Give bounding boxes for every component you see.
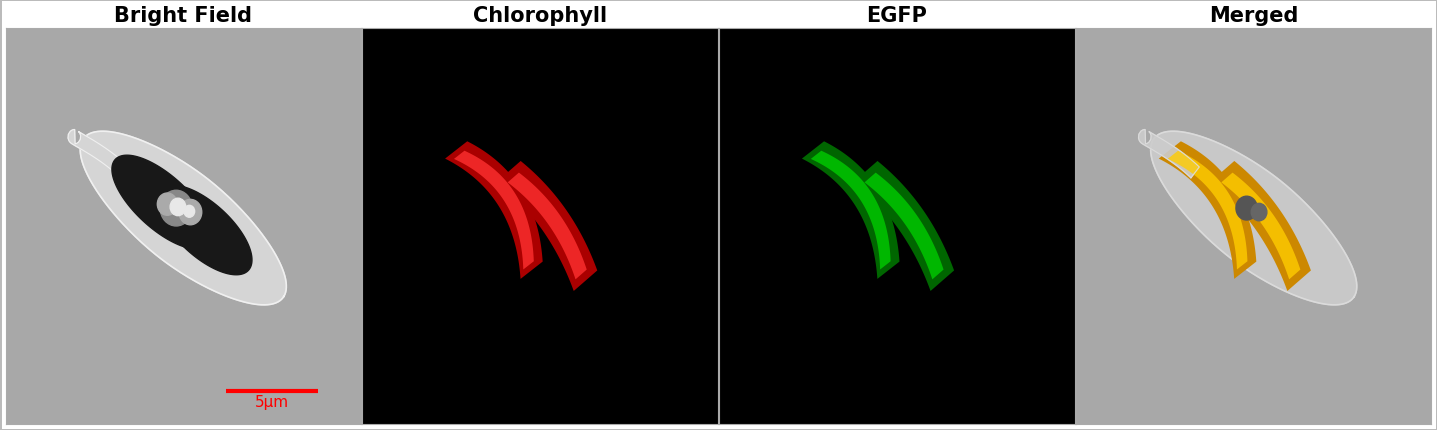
Polygon shape [112, 156, 213, 249]
Circle shape [1236, 197, 1257, 221]
Polygon shape [445, 142, 543, 279]
Polygon shape [1168, 151, 1247, 270]
Polygon shape [865, 173, 944, 280]
Polygon shape [68, 130, 129, 178]
Polygon shape [507, 173, 586, 280]
Polygon shape [1211, 162, 1311, 291]
Polygon shape [1221, 173, 1300, 280]
Polygon shape [802, 142, 900, 279]
Circle shape [184, 206, 194, 218]
Polygon shape [157, 186, 251, 275]
Circle shape [160, 191, 193, 227]
Circle shape [1252, 204, 1267, 221]
Polygon shape [810, 151, 891, 270]
Circle shape [157, 194, 177, 216]
Title: EGFP: EGFP [867, 6, 927, 25]
Polygon shape [1151, 132, 1357, 305]
Polygon shape [854, 162, 954, 291]
Polygon shape [1138, 130, 1200, 178]
Circle shape [170, 199, 185, 216]
Text: 5μm: 5μm [254, 394, 289, 409]
Title: Merged: Merged [1209, 6, 1299, 25]
Polygon shape [80, 132, 286, 305]
Polygon shape [454, 151, 533, 270]
Polygon shape [1158, 142, 1256, 279]
Title: Chlorophyll: Chlorophyll [473, 6, 608, 25]
Polygon shape [497, 162, 598, 291]
Title: Bright Field: Bright Field [115, 6, 253, 25]
Circle shape [180, 200, 201, 225]
